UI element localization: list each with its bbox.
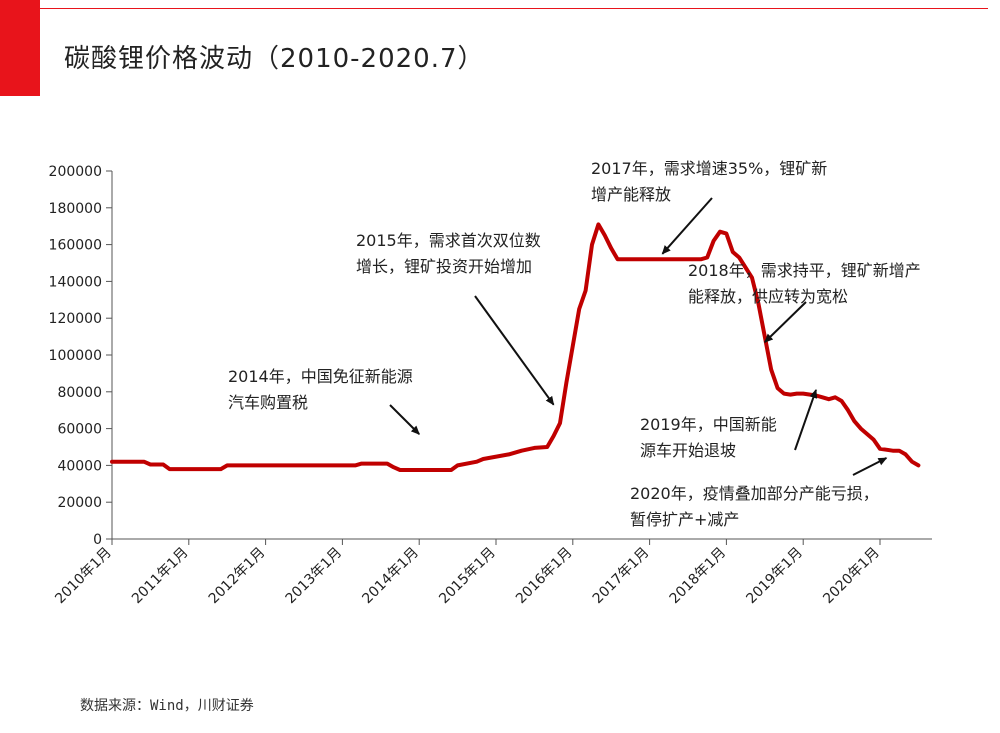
- annotation-text: 2015年，需求首次双位数: [356, 231, 541, 250]
- annotation-text: 暂停扩产+减产: [630, 510, 739, 529]
- title-accent-bar: [0, 0, 40, 96]
- annotation-text: 汽车购置税: [228, 393, 308, 412]
- y-tick-label: 140000: [49, 274, 102, 290]
- annotation-text: 2019年，中国新能: [640, 415, 777, 434]
- annotation-text: 源车开始退坡: [640, 441, 736, 460]
- y-tick-label: 20000: [57, 495, 102, 511]
- y-tick-label: 80000: [57, 385, 102, 401]
- top-divider-line: [40, 8, 988, 9]
- y-tick-label: 160000: [49, 238, 102, 254]
- axes: [106, 170, 932, 545]
- annotation-text: 增长，锂矿投资开始增加: [356, 257, 532, 276]
- y-tick-label: 0: [93, 532, 102, 548]
- x-tick-label: 2015年1月: [436, 545, 499, 608]
- x-tick-label: 2020年1月: [820, 545, 883, 608]
- price-line: [110, 222, 921, 472]
- x-tick-label: 2017年1月: [590, 545, 653, 608]
- y-tick-label: 200000: [49, 164, 102, 180]
- x-tick-label: 2016年1月: [513, 545, 576, 608]
- y-tick-label: 60000: [57, 422, 102, 438]
- y-tick-label: 180000: [49, 201, 102, 217]
- annotation-arrow: [474, 295, 555, 406]
- price-series: [110, 222, 921, 472]
- y-tick-label: 120000: [49, 311, 102, 327]
- annotation-arrow: [389, 404, 420, 435]
- x-tick-label: 2018年1月: [667, 545, 730, 608]
- x-tick-label: 2019年1月: [743, 545, 806, 608]
- annotation-text: 增产能释放: [591, 185, 671, 204]
- x-tick-label: 2010年1月: [52, 545, 115, 608]
- x-tick-label: 2011年1月: [129, 545, 192, 608]
- x-tick-label: 2013年1月: [283, 545, 346, 608]
- source-note: 数据来源：Wind，川财证券: [80, 698, 254, 714]
- annotation-text: 能释放，供应转为宽松: [688, 287, 848, 306]
- annotation-text: 2020年，疫情叠加部分产能亏损，: [630, 484, 879, 503]
- y-tick-label: 100000: [49, 348, 102, 364]
- annotation-arrow: [794, 389, 818, 451]
- annotation-text: 2014年，中国免征新能源: [228, 367, 413, 386]
- x-tick-label: 2014年1月: [359, 545, 422, 608]
- annotation-text: 2018年，需求持平，锂矿新增产: [688, 261, 921, 280]
- annotation-arrow: [852, 457, 888, 476]
- x-tick-label: 2012年1月: [206, 545, 269, 608]
- annotation-arrow: [764, 301, 807, 343]
- annotation-arrow: [661, 197, 713, 255]
- annotation-text: 2017年，需求增速35%，锂矿新: [591, 159, 827, 178]
- y-tick-label: 40000: [57, 458, 102, 474]
- page-title: 碳酸锂价格波动（2010-2020.7）: [64, 44, 485, 74]
